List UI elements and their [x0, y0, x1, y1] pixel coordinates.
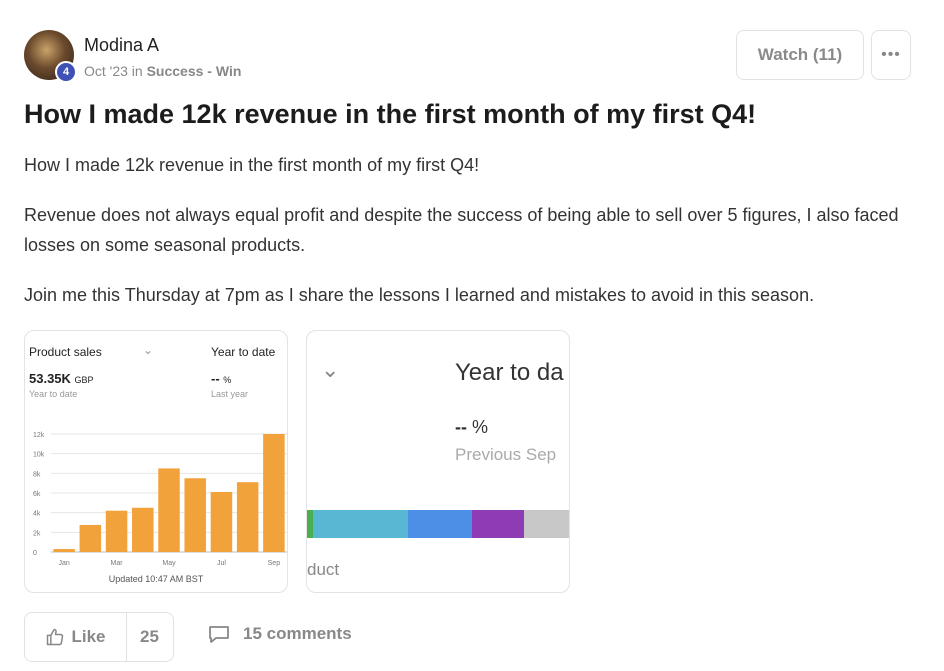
- sales-value: 53.35K GBP: [29, 371, 94, 386]
- bar-jan: [53, 549, 75, 552]
- bar-feb: [79, 524, 102, 552]
- y-tick-label: 2k: [33, 530, 41, 537]
- pct-unit: %: [223, 375, 232, 385]
- x-tick-label: Mar: [111, 560, 124, 567]
- y-tick-label: 0: [33, 550, 37, 557]
- watch-button[interactable]: Watch (11): [736, 30, 864, 80]
- y-tick-label: 10k: [33, 452, 45, 459]
- pct-number: --: [455, 417, 467, 437]
- category-segment-bar: [307, 510, 569, 538]
- post-meta: Oct '23 in Success - Win: [84, 63, 241, 79]
- pct-sub-label: Previous Sep: [455, 445, 557, 464]
- segment-gray: [524, 510, 569, 538]
- year-to-date-label: Year to date: [211, 345, 276, 359]
- thumbs-up-icon: [45, 627, 65, 647]
- segment-green: [307, 510, 313, 538]
- segment-teal: [313, 510, 408, 538]
- y-tick-label: 6k: [33, 491, 41, 498]
- comments-count-label: 15 comments: [243, 624, 352, 643]
- bar-apr: [132, 507, 154, 552]
- sales-currency: GBP: [74, 375, 94, 385]
- segment-purple: [472, 510, 524, 538]
- updated-timestamp: Updated 10:47 AM BST: [108, 574, 204, 584]
- bar-jul: [210, 492, 233, 552]
- sales-sub-label: Year to date: [29, 389, 78, 399]
- x-tick-label: Jan: [58, 560, 69, 567]
- pct-sub-label: Last year: [211, 389, 249, 399]
- author-name[interactable]: Modina A: [84, 35, 160, 55]
- bar-may: [158, 468, 180, 552]
- product-label: duct: [307, 560, 340, 579]
- sales-amount: 53.35K: [29, 371, 71, 386]
- x-tick-label: Jul: [217, 560, 226, 567]
- y-tick-label: 8k: [33, 471, 41, 478]
- more-options-button[interactable]: •••: [871, 30, 911, 80]
- like-button[interactable]: Like: [25, 613, 127, 661]
- chevron-down-icon: ⌄: [321, 357, 340, 382]
- post-paragraph-3: Join me this Thursday at 7pm as I share …: [24, 285, 815, 305]
- y-tick-label: 12k: [33, 432, 45, 439]
- reaction-bar: Like 25: [24, 612, 174, 662]
- x-tick-label: May: [162, 560, 176, 567]
- year-to-date-label: Year to da: [455, 359, 564, 386]
- y-tick-label: 4k: [33, 511, 41, 518]
- like-count[interactable]: 25: [140, 627, 159, 646]
- bar-aug: [236, 482, 259, 552]
- chevron-down-icon: ⌄: [143, 343, 154, 357]
- attachment-image-zoomed[interactable]: ⌄ Year to da -- % Previous Sep duct: [306, 330, 570, 593]
- attachment-image-sales-chart[interactable]: Product sales ⌄ Year to date 53.35K GBP …: [24, 330, 288, 593]
- bar-mar: [105, 510, 128, 552]
- pct-value: -- %: [455, 417, 488, 438]
- segment-blue: [408, 510, 472, 538]
- category-link[interactable]: Success - Win: [146, 63, 242, 79]
- comments-link[interactable]: 15 comments: [207, 624, 352, 644]
- pct-value: -- %: [211, 371, 231, 386]
- sales-bar-chart: 0 2k 4k 6k 8k 10k 12k Jan Mar May Jul Sep: [33, 432, 287, 567]
- level-badge: 4: [55, 61, 77, 83]
- x-tick-label: Sep: [268, 560, 281, 567]
- product-sales-label: Product sales: [29, 345, 102, 359]
- pct-unit: %: [472, 417, 489, 437]
- post-title: How I made 12k revenue in the first mont…: [24, 99, 757, 129]
- like-label: Like: [71, 627, 106, 646]
- bar-sep: [263, 434, 285, 552]
- post-date: Oct '23 in: [84, 63, 147, 79]
- post-paragraph-1: How I made 12k revenue in the first mont…: [24, 155, 480, 175]
- post-paragraph-2: Revenue does not always equal profit and…: [24, 205, 899, 255]
- pct-number: --: [211, 371, 220, 386]
- comment-icon: [207, 624, 231, 644]
- bar-jun: [184, 478, 206, 552]
